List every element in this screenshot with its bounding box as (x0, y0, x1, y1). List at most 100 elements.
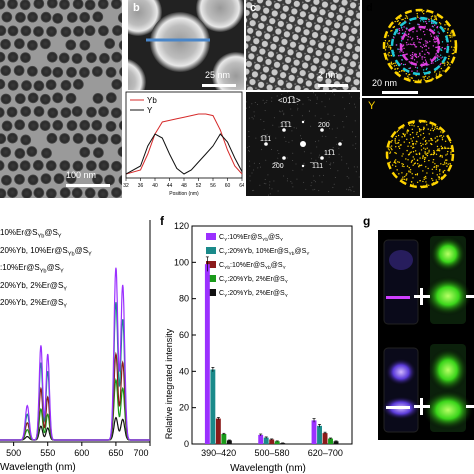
panel-f-ytick-label: 0 (184, 439, 189, 449)
panel-c-hrtem-image (246, 0, 360, 90)
nanoparticle (60, 107, 72, 119)
nanoparticle (45, 188, 57, 198)
panel-label-b: b (133, 2, 140, 14)
nanoparticle (99, 52, 110, 64)
bar (269, 439, 275, 444)
bar (317, 425, 322, 444)
nanoparticle (7, 0, 18, 10)
nanoparticle (66, 120, 78, 131)
nanoparticle (79, 39, 91, 51)
nanoparticle (46, 51, 58, 63)
panel-e-xtick-label: 700 (133, 448, 148, 458)
nanoparticle (0, 93, 12, 105)
nanoparticle (41, 147, 52, 159)
spectrum-line (0, 267, 150, 441)
nanoparticle (27, 11, 38, 23)
nanoparticle (66, 12, 78, 23)
nanoparticle (71, 53, 83, 64)
panel-c-scale-label: 2 nm (318, 70, 339, 80)
nanoparticle (13, 65, 25, 76)
panel-c-scale-bar (318, 84, 348, 87)
vial-beam-white (386, 406, 410, 409)
panel-f-legend-swatch (206, 289, 216, 296)
nanoparticle (1, 174, 12, 186)
nanoparticle (119, 66, 122, 77)
panel-e-legend-item: :10%Er@SYb@SY (0, 263, 64, 275)
nanoparticle (118, 120, 122, 131)
nanoparticle (33, 106, 45, 117)
nanoparticle (19, 0, 31, 11)
panel-d-element-label: Y (368, 100, 376, 112)
nanoparticle (86, 106, 97, 118)
nanoparticle (15, 11, 26, 23)
nanoparticle (79, 119, 91, 131)
nanoparticle (66, 66, 77, 78)
fft-label-4: 11̅1 (324, 149, 335, 157)
nanoparticle (20, 25, 32, 37)
fft-zone-axis: <01̅1> (278, 96, 301, 105)
nanoparticle (40, 66, 52, 77)
panel-e-legend-item: 20%Yb, 2%Er@SY (0, 298, 68, 310)
nanoparticle (14, 148, 26, 159)
nanoparticle (33, 26, 44, 37)
nanoparticle (84, 0, 96, 11)
panel-f-legend-swatch (206, 261, 216, 268)
panel-b-scale-label: 25 nm (205, 70, 231, 80)
bar (322, 433, 328, 444)
nanoparticle (97, 0, 109, 10)
panel-b-xtick-label: 32 (123, 183, 129, 189)
nanoparticle (105, 120, 117, 132)
nanoparticle (46, 132, 58, 144)
nanoparticle (0, 160, 5, 171)
nanoparticle (111, 51, 122, 63)
nanoparticle (28, 120, 39, 132)
panel-f-legend-label: CY​:20%Yb, 2%Er@SY​ (219, 290, 289, 299)
nanoparticle (58, 52, 70, 64)
bar (215, 418, 221, 444)
panel-f-legend-swatch (206, 275, 216, 282)
nanoparticle (112, 25, 122, 36)
bar (226, 440, 232, 444)
panel-label-c: c (250, 2, 257, 14)
panel-f-legend-label: CY​:20%Yb, 10%Er@SYb​@SY​ (219, 248, 310, 257)
nanoparticle (0, 25, 7, 37)
nanoparticle (92, 147, 104, 159)
nanoparticle (98, 160, 110, 171)
nanoparticle (98, 25, 109, 37)
nanoparticle (111, 78, 122, 90)
nanoparticle (73, 25, 84, 37)
yb-profile-line (125, 113, 243, 175)
bar (204, 264, 210, 444)
nanoparticle (59, 133, 71, 144)
nanoparticle (0, 65, 12, 77)
nanoparticle (110, 0, 122, 10)
nanoparticle (79, 146, 91, 158)
bar (311, 420, 317, 444)
nanoparticle (72, 160, 84, 172)
panel-e-legend-item: 10%Er@SYb@SY (0, 228, 62, 240)
nanoparticle (0, 78, 6, 90)
nanoparticle (40, 173, 52, 185)
nanoparticle (52, 12, 64, 24)
nanoparticle (52, 92, 64, 104)
nanoparticle (27, 92, 39, 104)
nanoparticle (52, 119, 64, 131)
fft-label-3: 1̅11 (260, 135, 271, 143)
bar (280, 443, 286, 444)
nanoparticle (19, 160, 31, 172)
nanoparticle (21, 187, 33, 198)
panel-f-category-label: 390–420 (201, 448, 236, 458)
panel-b-line-profile: Yb Y 32 36 40 44 48 52 56 60 64 Position (nm) (123, 91, 244, 197)
nanoparticle (86, 52, 97, 64)
bar (263, 437, 269, 444)
nanoparticle (97, 133, 109, 145)
nanoparticle (7, 51, 19, 63)
panel-f-legend-label: CYb​:10%Er@SYb​@SY​ (219, 262, 287, 271)
nanoparticle (33, 0, 45, 9)
panel-b-xtick-label: 44 (167, 183, 173, 189)
nanoparticle (79, 67, 90, 78)
bar (258, 434, 264, 444)
nanoparticle (14, 119, 26, 131)
nanoparticle (45, 160, 57, 172)
